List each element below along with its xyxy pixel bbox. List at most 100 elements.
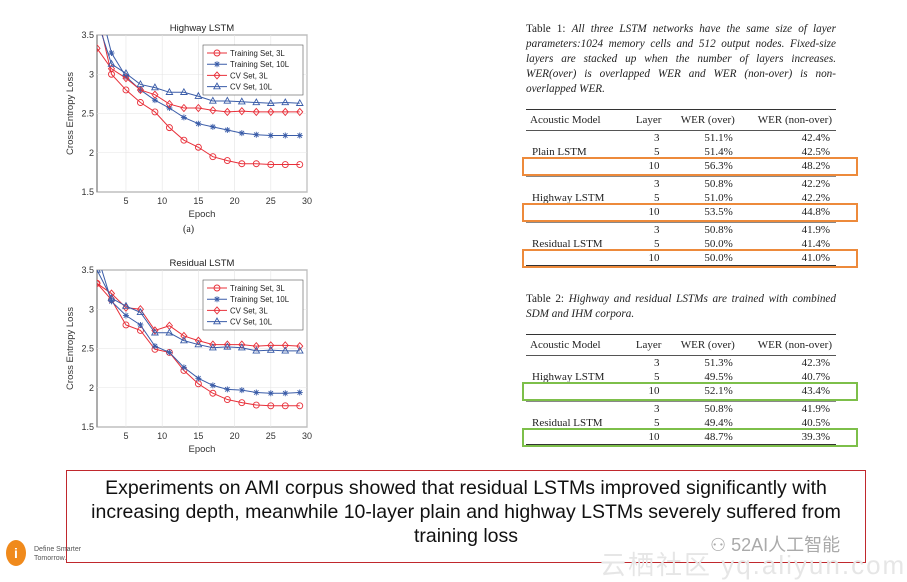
data-point — [267, 107, 275, 117]
data-point — [166, 349, 173, 356]
data-point — [165, 124, 173, 132]
data-point — [223, 342, 232, 350]
data-point — [253, 131, 260, 138]
value-cell: 53.5% — [665, 205, 739, 223]
data-point — [97, 279, 101, 288]
x-tick-label: 10 — [157, 196, 167, 206]
table-row: Residual LSTM 5 50.0% 41.4% — [526, 237, 836, 251]
data-point — [209, 106, 217, 115]
data-point — [238, 160, 246, 168]
data-point — [296, 132, 303, 139]
data-point — [238, 399, 246, 407]
value-cell: 48.2% — [738, 159, 836, 177]
data-point — [94, 16, 100, 22]
x-axis-label: Epoch — [189, 209, 216, 220]
data-point — [266, 98, 275, 106]
value-cell: 10 — [648, 252, 660, 264]
table-2-caption: Table 2: Highway and residual LSTMs are … — [526, 293, 836, 320]
data-point — [122, 86, 130, 94]
legend-label: Training Set, 10L — [230, 60, 290, 69]
value-cell: 41.0% — [801, 252, 830, 264]
data-point — [137, 321, 144, 328]
y-tick-label: 2 — [89, 148, 94, 158]
data-point — [295, 98, 304, 106]
x-tick-label: 30 — [302, 431, 312, 441]
value-cell: 42.2% — [801, 178, 830, 190]
data-point — [267, 132, 274, 139]
legend-label: Training Set, 10L — [230, 295, 290, 304]
value-cell: 43.4% — [738, 384, 836, 402]
legend: Training Set, 3L Training Set, 10L CV Set,… — [202, 44, 304, 96]
table-row: 3 51.1% 42.4% — [526, 131, 836, 146]
data-point — [107, 293, 116, 301]
data-point — [136, 99, 144, 106]
value-cell: 3 — [653, 224, 660, 236]
value-cell: 41.4% — [801, 238, 830, 250]
y-tick-label: 2.5 — [81, 109, 94, 119]
data-point — [213, 82, 221, 90]
legend-label: CV Set, 3L — [230, 71, 268, 80]
summary-box: Experiments on AMI corpus showed that re… — [66, 470, 866, 563]
series-group — [94, 16, 304, 168]
data-point — [267, 161, 275, 168]
y-tick-label: 3 — [89, 69, 94, 79]
data-point — [108, 70, 115, 78]
data-point — [209, 389, 217, 397]
table-row: Residual LSTM 5 49.4% 40.5% — [526, 416, 836, 430]
column-header: Acoustic Model — [526, 109, 626, 131]
data-point — [223, 340, 231, 349]
data-point — [281, 107, 289, 117]
data-point — [296, 107, 304, 117]
data-point — [223, 396, 231, 403]
y-tick-label: 3.5 — [81, 265, 94, 275]
data-point — [252, 341, 260, 351]
value-cell: 42.5% — [801, 146, 830, 158]
data-point — [165, 99, 174, 109]
data-point — [209, 153, 217, 161]
value-cell: 52.1% — [665, 384, 739, 402]
value-cell: 44.8% — [738, 205, 836, 223]
data-point — [122, 73, 130, 83]
column-header: WER (non-over) — [738, 109, 836, 131]
model-cell — [526, 223, 626, 238]
table-1-caption: Table 1: All three LSTM networks have th… — [526, 23, 837, 95]
company-logo-icon: i — [6, 540, 26, 566]
value-cell: 51.3% — [704, 357, 733, 369]
value-cell: 42.2% — [801, 192, 830, 204]
model-cell — [526, 402, 626, 417]
table-2: Table 2: Highway and residual LSTMs are … — [522, 292, 858, 447]
data-point — [224, 126, 231, 133]
data-point — [194, 103, 202, 113]
highway-lstm-chart: 5 10 15 20 25 30 1.5 2 2.5 3 3.5 Highway LSTM Epoch C… — [65, 16, 312, 220]
data-point — [107, 59, 116, 67]
data-point — [281, 346, 290, 354]
data-point — [266, 345, 275, 353]
data-point — [214, 296, 220, 303]
value-cell: 3 — [653, 132, 660, 144]
data-point — [237, 97, 246, 105]
legend-label: Training Set, 3L — [230, 49, 285, 58]
x-tick-label: 20 — [230, 196, 240, 206]
legend-label: CV Set, 10L — [230, 318, 273, 327]
legend: Training Set, 3L Training Set, 10L CV Set,… — [202, 279, 304, 331]
data-point — [136, 307, 145, 316]
value-cell: 56.3% — [665, 159, 739, 177]
data-point — [151, 97, 158, 104]
data-point — [151, 90, 159, 99]
data-point — [223, 157, 231, 165]
legend-label: CV Set, 10L — [230, 83, 273, 92]
data-point — [237, 343, 246, 351]
model-cell — [526, 159, 626, 177]
data-point — [213, 317, 221, 325]
data-point — [136, 85, 145, 95]
data-point — [180, 364, 187, 371]
value-cell: 40.7% — [801, 371, 830, 383]
data-point — [295, 346, 304, 354]
tagline: Define Smarter Tomorrow. — [34, 546, 82, 562]
series-group — [97, 270, 304, 410]
data-point — [267, 402, 275, 410]
model-cell — [526, 430, 626, 445]
y-axis-label: Cross Entropy Loss — [65, 307, 76, 390]
data-point — [194, 143, 202, 151]
value-cell: 5 — [653, 192, 660, 204]
